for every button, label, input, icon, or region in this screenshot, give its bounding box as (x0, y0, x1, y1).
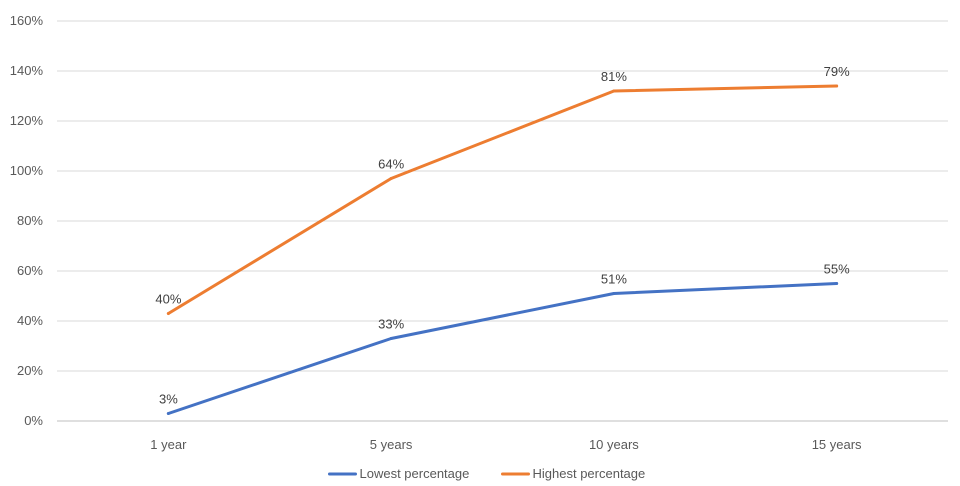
data-label: 79% (824, 64, 850, 79)
x-tick-label: 15 years (812, 437, 862, 452)
data-point (389, 337, 393, 340)
x-tick-label: 10 years (589, 437, 639, 452)
series-line-lowest (166, 282, 839, 415)
y-tick-label: 100% (10, 163, 44, 178)
y-tick-label: 140% (10, 63, 44, 78)
data-label: 55% (824, 262, 850, 277)
data-label: 64% (378, 157, 404, 172)
data-point (835, 84, 839, 88)
data-point (389, 177, 393, 180)
data-label: 33% (378, 317, 404, 332)
x-axis: 1 year 5 years 10 years 15 years (150, 437, 862, 452)
x-tick-label: 5 years (370, 437, 413, 452)
series-lines (166, 84, 839, 415)
data-label: 81% (601, 69, 627, 84)
data-point (166, 412, 170, 415)
data-point (835, 282, 839, 285)
legend-label: Lowest percentage (360, 466, 470, 481)
data-labels: 3% 33% 51% 55% 40% 64% 81% 79% (155, 64, 850, 407)
y-tick-label: 160% (10, 13, 44, 28)
y-tick-label: 20% (17, 363, 43, 378)
y-tick-label: 60% (17, 263, 43, 278)
y-tick-label: 40% (17, 313, 43, 328)
data-label: 51% (601, 272, 627, 287)
gridlines (57, 20, 948, 422)
x-tick-label: 1 year (150, 437, 187, 452)
y-tick-label: 120% (10, 113, 44, 128)
data-point (612, 292, 616, 295)
y-tick-label: 80% (17, 213, 43, 228)
data-label: 3% (159, 392, 178, 407)
series-line-highest (166, 84, 839, 315)
data-point (612, 89, 616, 93)
legend: Lowest percentage Highest percentage (328, 466, 646, 481)
y-axis: 0% 20% 40% 60% 80% 100% 120% 140% 160% (10, 13, 44, 428)
legend-label: Highest percentage (533, 466, 646, 481)
data-label: 40% (155, 292, 181, 307)
data-point (166, 312, 170, 315)
y-tick-label: 0% (24, 413, 43, 428)
